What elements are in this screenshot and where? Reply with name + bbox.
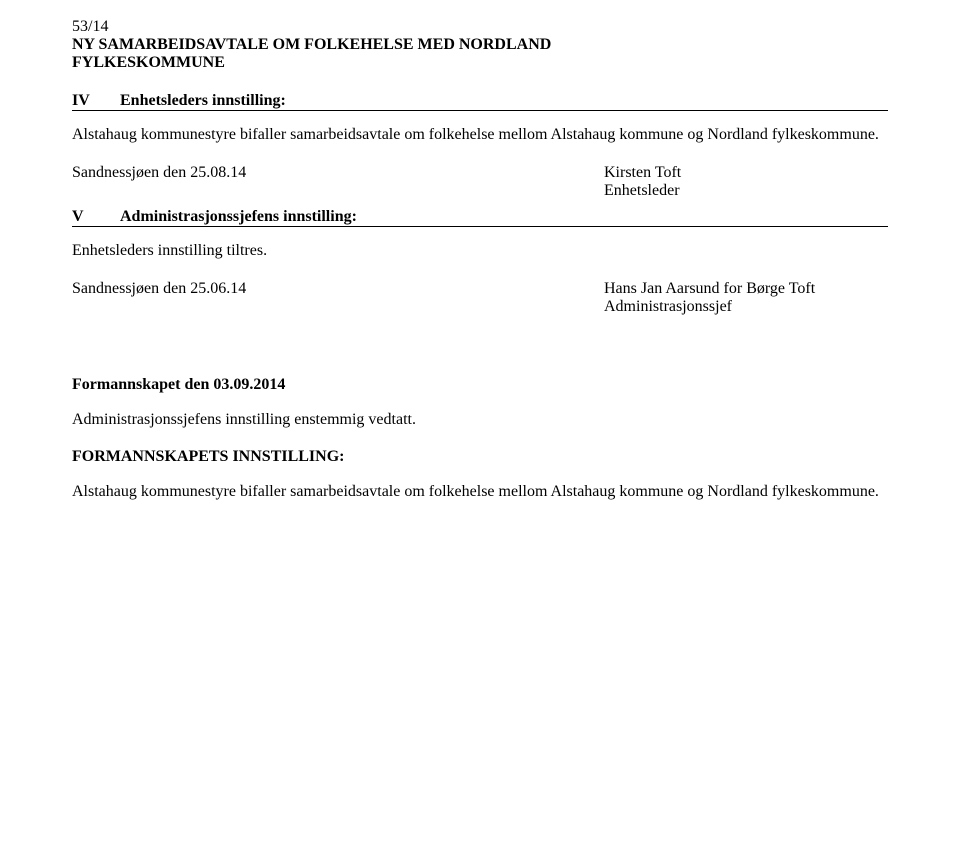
document-title: NY SAMARBEIDSAVTALE OM FOLKEHELSE MED NO… <box>72 36 888 72</box>
roman-iv: IV <box>72 92 120 110</box>
section-iv-body: Alstahaug kommunestyre bifaller samarbei… <box>72 125 888 146</box>
sig-iv-role: Enhetsleder <box>604 182 888 200</box>
sig-v-role: Administrasjonssjef <box>604 298 888 316</box>
sig-iv-name: Kirsten Toft <box>604 164 888 182</box>
section-v-body: Enhetsleders innstilling tiltres. <box>72 241 888 262</box>
spacer <box>72 316 888 376</box>
sig-iv-date: Sandnessjøen den 25.08.14 <box>72 164 604 200</box>
section-v-header: V Administrasjonssjefens innstilling: <box>72 208 888 226</box>
title-line2: FYLKESKOMMUNE <box>72 54 225 71</box>
section-iv-signature: Sandnessjøen den 25.08.14 Kirsten Toft E… <box>72 164 888 200</box>
roman-v: V <box>72 208 120 226</box>
inst-heading: FORMANNSKAPETS INNSTILLING: <box>72 448 888 466</box>
sig-v-date: Sandnessjøen den 25.06.14 <box>72 280 604 316</box>
divider <box>72 110 888 111</box>
divider <box>72 226 888 227</box>
section-v-label: Administrasjonssjefens innstilling: <box>120 208 357 226</box>
section-iv-header: IV Enhetsleders innstilling: <box>72 92 888 110</box>
title-line1: NY SAMARBEIDSAVTALE OM FOLKEHELSE MED NO… <box>72 36 551 53</box>
document: 53/14 NY SAMARBEIDSAVTALE OM FOLKEHELSE … <box>72 18 888 503</box>
sig-v-right: Hans Jan Aarsund for Børge Toft Administ… <box>604 280 888 316</box>
section-v-signature: Sandnessjøen den 25.06.14 Hans Jan Aarsu… <box>72 280 888 316</box>
sig-iv-right: Kirsten Toft Enhetsleder <box>604 164 888 200</box>
sig-v-name: Hans Jan Aarsund for Børge Toft <box>604 280 888 298</box>
formannskapet-heading: Formannskapet den 03.09.2014 <box>72 376 888 394</box>
document-number: 53/14 <box>72 18 888 36</box>
inst-body: Alstahaug kommunestyre bifaller samarbei… <box>72 482 888 503</box>
section-iv-label: Enhetsleders innstilling: <box>120 92 286 110</box>
formannskapet-line: Administrasjonssjefens innstilling enste… <box>72 410 888 431</box>
